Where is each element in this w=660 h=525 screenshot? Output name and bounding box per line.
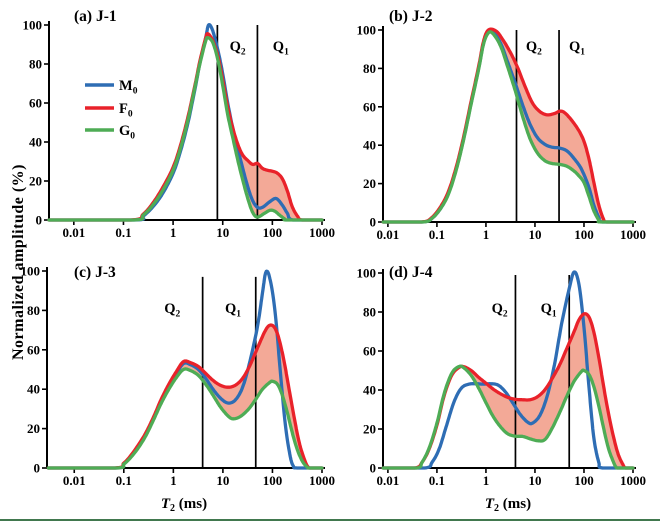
panel-d: 0.01 0.1 1 10 100 1000 0 20 40 60 80 100 Q2 Q1 (d) J-4… <box>357 264 647 514</box>
x-tick-label: 0.01 <box>62 225 85 240</box>
y-tick-label: 60 <box>29 96 42 111</box>
x-tick-label: 1 <box>483 473 490 488</box>
series-G0-line <box>381 364 635 470</box>
panel-title-a: (a) J-1 <box>74 8 117 25</box>
x-tick-label: 10 <box>528 473 541 488</box>
x-tick-label: 10 <box>216 225 229 240</box>
y-tick-label: 60 <box>363 99 376 114</box>
q1-label: Q1 <box>225 301 241 320</box>
x-tick-label: 1000 <box>620 227 646 242</box>
y-tick-label: 0 <box>370 461 377 476</box>
x-tick-label: 1 <box>170 473 177 488</box>
y-tick-label: 0 <box>36 213 43 228</box>
legend: M0 F0 G0 <box>85 78 138 142</box>
bottom-rule <box>0 519 660 521</box>
q2-label: Q2 <box>230 39 246 58</box>
y-axis-title: Normalized amplitude (%) <box>10 164 27 360</box>
series-M0-line <box>381 270 635 470</box>
panel-c: 0.01 0.1 1 10 100 1000 0 20 40 60 80 100 Q2 Q1 (c) J-3… <box>21 264 336 515</box>
x-tick-label: 100 <box>574 473 594 488</box>
x-tick-label: 0.1 <box>429 227 445 242</box>
difference-fill <box>383 313 633 468</box>
y-tick-label: 100 <box>357 266 377 281</box>
series-G0-line <box>47 35 324 222</box>
y-tick-label: 100 <box>21 264 41 279</box>
x-tick-label: 10 <box>528 227 541 242</box>
q2-label: Q2 <box>492 301 508 320</box>
legend-label-G0: G0 <box>119 123 135 142</box>
x-tick-label: 1 <box>170 225 177 240</box>
y-tick-label: 60 <box>363 344 376 359</box>
y-tick-label: 40 <box>363 138 376 153</box>
x-tick-label: 0.01 <box>377 227 400 242</box>
panel-a: 0.01 0.1 1 10 100 1000 0 20 40 60 80 100 Q2 Q1 (a) J-1 <box>23 8 336 240</box>
y-tick-label: 0 <box>34 461 41 476</box>
y-tick-label: 80 <box>29 57 42 72</box>
y-tick-label: 20 <box>27 421 40 436</box>
y-tick-label: 0 <box>370 215 377 230</box>
panel-b: 0.01 0.1 1 10 100 1000 0 20 40 60 80 100 Q2 Q1 (b) J-2 <box>357 8 647 242</box>
y-tick-label: 100 <box>23 18 43 33</box>
x-tick-label: 1000 <box>309 473 335 488</box>
q2-label: Q2 <box>526 39 542 58</box>
panel-title-b: (b) J-2 <box>389 8 433 25</box>
q2-label: Q2 <box>164 301 180 320</box>
q1-label: Q1 <box>569 39 585 58</box>
panel-title-d: (d) J-4 <box>389 264 433 281</box>
series-G0-line <box>381 30 635 224</box>
x-tick-label: 0.1 <box>115 225 131 240</box>
difference-fill <box>49 33 322 221</box>
y-tick-label: 60 <box>27 342 40 357</box>
y-tick-label: 40 <box>27 382 40 397</box>
y-tick-label: 20 <box>363 176 376 191</box>
x-tick-label: 100 <box>574 227 594 242</box>
x-tick-label: 1000 <box>620 473 646 488</box>
x-tick-label: 0.01 <box>377 473 400 488</box>
legend-label-F0: F0 <box>119 101 133 120</box>
q1-label: Q1 <box>273 39 289 58</box>
legend-label-M0: M0 <box>119 78 138 97</box>
x-tick-label: 1000 <box>309 225 335 240</box>
panel-title-c: (c) J-3 <box>74 264 116 281</box>
x-tick-label: 100 <box>263 225 283 240</box>
x-tick-label: 100 <box>263 473 283 488</box>
y-tick-label: 100 <box>357 23 377 38</box>
x-tick-label: 1 <box>483 227 490 242</box>
y-tick-label: 40 <box>363 383 376 398</box>
y-tick-label: 80 <box>363 61 376 76</box>
q1-label: Q1 <box>541 301 557 320</box>
y-tick-label: 20 <box>29 174 42 189</box>
x-tick-label: 0.1 <box>429 473 445 488</box>
x-tick-label: 10 <box>216 473 229 488</box>
series-G0-line <box>46 367 324 470</box>
y-tick-label: 80 <box>363 305 376 320</box>
x-tick-label: 0.01 <box>63 473 86 488</box>
x-axis-title: T2 (ms) <box>485 496 531 514</box>
y-tick-label: 80 <box>27 303 40 318</box>
x-tick-label: 0.1 <box>116 473 132 488</box>
x-axis-title: T2 (ms) <box>161 496 207 514</box>
y-tick-label: 40 <box>29 135 42 150</box>
y-tick-label: 20 <box>363 422 376 437</box>
